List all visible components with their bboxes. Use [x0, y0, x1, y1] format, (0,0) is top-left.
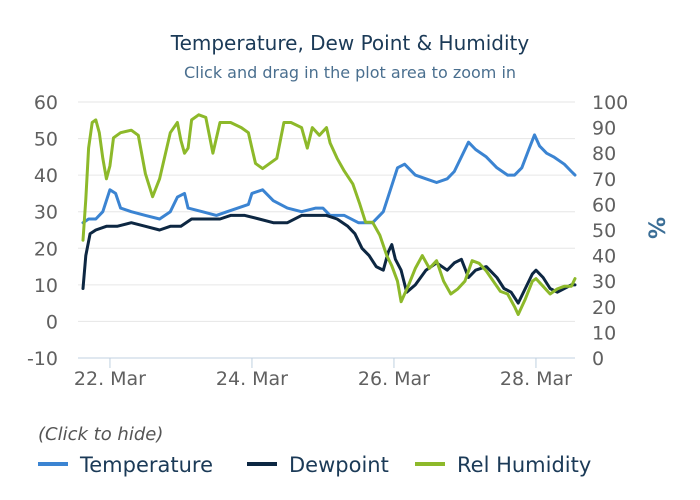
right-tick-label: 90 [592, 118, 616, 140]
left-tick-label: 50 [34, 129, 58, 151]
left-tick-label: 20 [34, 238, 58, 260]
legend-item-dewpoint[interactable]: Dewpoint [247, 453, 389, 477]
left-tick-label: 40 [34, 165, 58, 187]
left-y-axis: 60 50 40 30 20 10 0 -10 [27, 92, 58, 370]
gridlines [78, 101, 575, 359]
right-axis-label: % [646, 217, 671, 239]
chart-subtitle: Click and drag in the plot area to zoom … [184, 63, 516, 82]
x-tick-label: 24. Mar [216, 368, 288, 390]
series-line-dewpoint[interactable] [81, 213, 577, 305]
x-tick-label: 28. Mar [500, 368, 572, 390]
right-tick-label: 80 [592, 143, 616, 165]
left-tick-label: 60 [34, 92, 58, 114]
right-tick-label: 100 [592, 92, 628, 114]
right-tick-label: 10 [592, 322, 616, 344]
series-line-rel-humidity[interactable] [81, 113, 577, 316]
left-tick-label: 10 [34, 275, 58, 297]
right-tick-label: 60 [592, 194, 616, 216]
left-tick-label: 0 [46, 311, 58, 333]
right-tick-label: 20 [592, 297, 616, 319]
left-tick-label: 30 [34, 202, 58, 224]
right-tick-label: 70 [592, 169, 616, 191]
legend[interactable]: Temperature Dewpoint Rel Humidity [38, 453, 591, 477]
x-tick-label: 22. Mar [74, 368, 146, 390]
right-tick-label: 50 [592, 220, 616, 242]
x-tick-label: 26. Mar [358, 368, 430, 390]
right-tick-label: 0 [592, 348, 604, 370]
legend-item-rel-humidity[interactable]: Rel Humidity [415, 453, 591, 477]
legend-item-temperature[interactable]: Temperature [38, 453, 213, 477]
legend-hint: (Click to hide) [38, 424, 163, 445]
legend-label: Rel Humidity [457, 453, 591, 477]
legend-label: Dewpoint [289, 453, 389, 477]
right-tick-label: 30 [592, 271, 616, 293]
left-tick-label: -10 [27, 348, 58, 370]
series-line-temperature[interactable] [81, 133, 577, 225]
x-axis: 22. Mar 24. Mar 26. Mar 28. Mar [74, 357, 575, 390]
right-tick-label: 40 [592, 246, 616, 268]
plot-area[interactable] [81, 113, 577, 316]
chart-title: Temperature, Dew Point & Humidity [170, 31, 530, 55]
legend-label: Temperature [79, 453, 213, 477]
